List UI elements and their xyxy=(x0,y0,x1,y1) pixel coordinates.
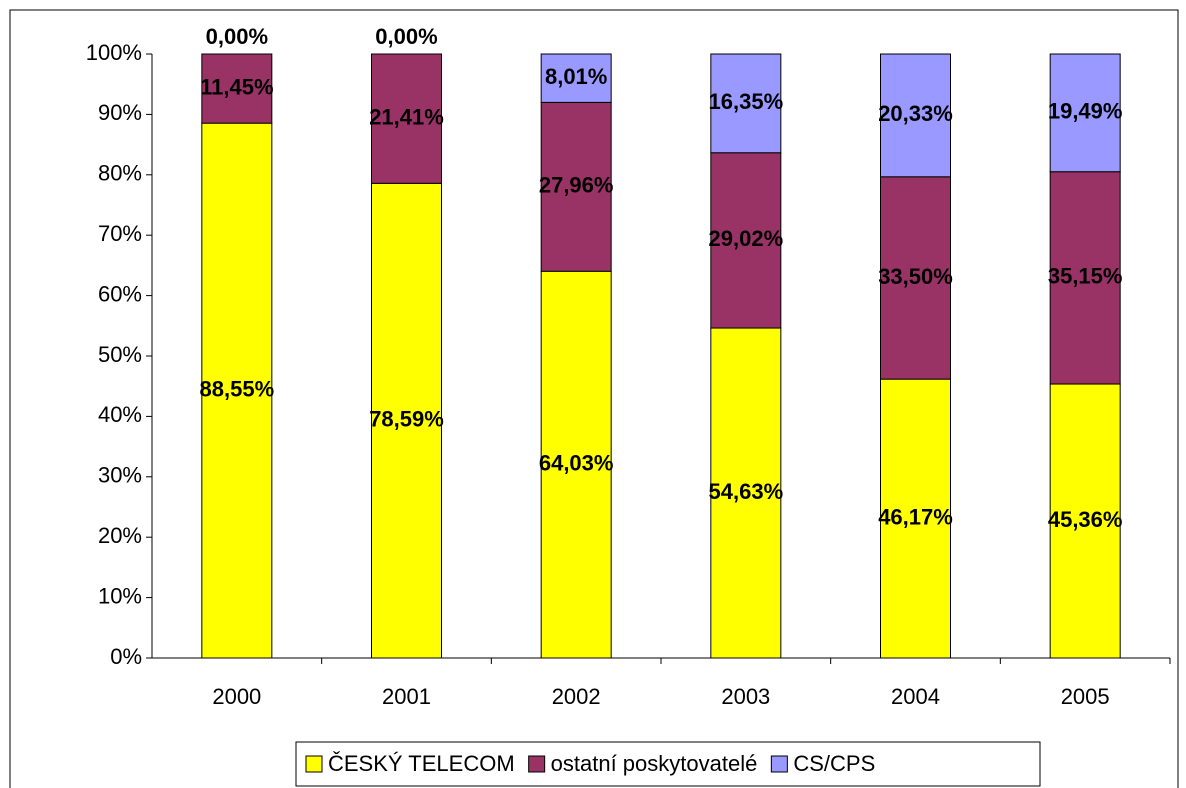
legend-label: ČESKÝ TELECOM xyxy=(328,751,515,776)
data-label: 46,17% xyxy=(878,504,953,529)
bar-segment xyxy=(1049,53,1121,173)
legend-label: CS/CPS xyxy=(793,751,875,776)
legend-box xyxy=(295,741,1041,787)
chart-frame xyxy=(9,9,1179,788)
bar-segment xyxy=(1049,171,1121,385)
data-label: 21,41% xyxy=(369,104,444,129)
y-tick-label: 90% xyxy=(98,100,142,125)
data-label: 54,63% xyxy=(709,479,784,504)
data-label: 11,45% xyxy=(200,74,273,99)
data-label: 27,96% xyxy=(539,173,614,198)
data-label: 0,00% xyxy=(375,24,437,49)
x-tick-label: 2004 xyxy=(891,684,940,709)
bar-segment xyxy=(371,53,442,184)
bar-segment xyxy=(540,53,612,103)
data-label: 19,49% xyxy=(1048,99,1123,124)
data-label: 64,03% xyxy=(539,450,614,475)
data-label: 29,02% xyxy=(709,226,784,251)
data-label: 0,00% xyxy=(206,24,268,49)
y-tick-label: 30% xyxy=(98,463,142,488)
x-tick-label: 2000 xyxy=(212,684,261,709)
y-tick-label: 10% xyxy=(98,583,142,608)
data-label: 35,15% xyxy=(1048,264,1123,289)
x-tick-label: 2001 xyxy=(382,684,431,709)
bar-segment xyxy=(880,378,951,659)
y-tick-label: 20% xyxy=(98,523,142,548)
data-label: 8,01% xyxy=(545,64,607,89)
y-tick-label: 40% xyxy=(98,402,142,427)
data-label: 78,59% xyxy=(369,406,444,431)
y-tick-label: 70% xyxy=(98,221,142,246)
legend-swatch xyxy=(528,755,546,773)
y-tick-label: 0% xyxy=(110,644,142,669)
y-tick-label: 50% xyxy=(98,342,142,367)
x-tick-label: 2005 xyxy=(1061,684,1110,709)
bar-segment xyxy=(880,53,951,178)
bar-segment xyxy=(540,101,612,272)
data-label: 20,33% xyxy=(878,101,953,126)
x-tick-label: 2003 xyxy=(721,684,770,709)
y-tick-label: 60% xyxy=(98,281,142,306)
bar-segment xyxy=(880,176,951,380)
y-tick-label: 80% xyxy=(98,161,142,186)
bar-segment xyxy=(710,53,782,154)
x-tick-label: 2002 xyxy=(552,684,601,709)
legend-label: ostatní poskytovatelé xyxy=(551,751,758,776)
bar-segment xyxy=(201,122,273,659)
data-label: 45,36% xyxy=(1048,507,1123,532)
legend-swatch xyxy=(770,755,788,773)
legend-swatch xyxy=(305,755,323,773)
bar-segment xyxy=(710,152,782,329)
data-label: 88,55% xyxy=(200,376,275,401)
bar-segment xyxy=(201,53,273,124)
data-label: 33,50% xyxy=(878,264,953,289)
y-tick-label: 100% xyxy=(86,40,142,65)
data-label: 16,35% xyxy=(709,89,784,114)
